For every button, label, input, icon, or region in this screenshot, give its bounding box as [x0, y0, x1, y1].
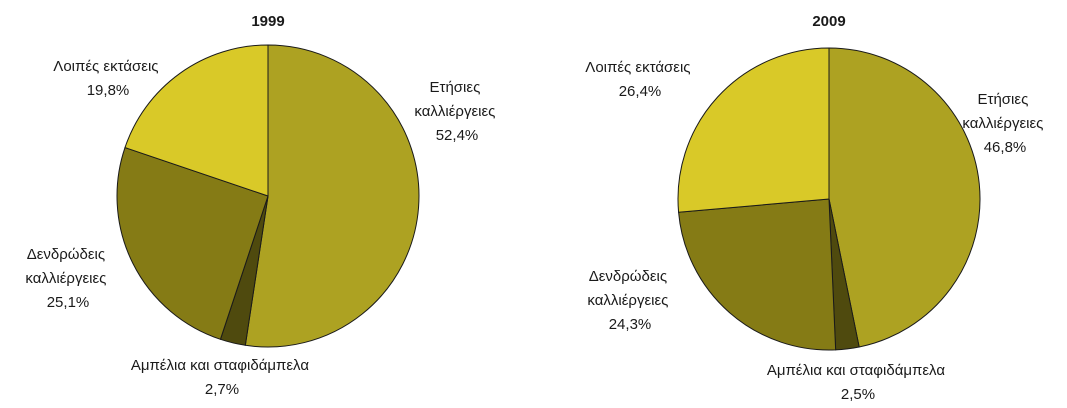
label-2009-annual-pct: 46,8% — [984, 139, 1027, 156]
label-2009-annual-line1: Ετήσιες — [978, 91, 1029, 108]
pie-1999-slice-annual — [244, 44, 420, 348]
label-1999-other-line1: Λοιπές εκτάσεις — [53, 58, 158, 75]
pie-1999-slice-orchards — [116, 146, 269, 340]
label-1999-vines: Αμπέλια και σταφιδάμπελα 2,7% — [131, 357, 313, 398]
pie-chart-2009: 2009 Ετήσιες καλλιέργειες 46,8% Αμπέλια … — [585, 13, 1047, 403]
pie-1999-slice-other — [124, 44, 269, 197]
label-2009-orchards: Δενδρώδεις καλλιέργειες 24,3% — [587, 268, 672, 333]
pie-2009-slices — [677, 47, 981, 351]
pie-chart-1999: 1999 Ετήσιες καλλιέργειες 52,4% Αμπέλια … — [25, 13, 499, 398]
label-1999-annual-line1: Ετήσιες — [430, 79, 481, 96]
label-2009-other: Λοιπές εκτάσεις 26,4% — [585, 59, 694, 100]
label-1999-orchards: Δενδρώδεις καλλιέργειες 25,1% — [25, 246, 110, 311]
label-1999-orchards-line1: Δενδρώδεις — [27, 246, 105, 263]
label-2009-vines-line1: Αμπέλια και σταφιδάμπελα — [767, 362, 946, 379]
label-2009-orchards-pct: 24,3% — [609, 316, 652, 333]
label-1999-vines-pct: 2,7% — [205, 381, 239, 398]
chart-title-2009: 2009 — [812, 13, 845, 30]
label-1999-orchards-pct: 25,1% — [47, 294, 90, 311]
chart-title-1999: 1999 — [251, 13, 284, 30]
label-2009-annual: Ετήσιες καλλιέργειες 46,8% — [962, 91, 1047, 156]
label-1999-orchards-line2: καλλιέργειες — [25, 270, 106, 287]
label-2009-vines: Αμπέλια και σταφιδάμπελα 2,5% — [767, 362, 949, 403]
label-2009-other-pct: 26,4% — [619, 83, 662, 100]
pie-2009-slice-other — [677, 47, 830, 213]
label-1999-other-pct: 19,8% — [87, 82, 130, 99]
pie-1999-slices — [116, 44, 420, 348]
label-1999-vines-line1: Αμπέλια και σταφιδάμπελα — [131, 357, 310, 374]
label-1999-annual-pct: 52,4% — [436, 127, 479, 144]
label-2009-annual-line2: καλλιέργειες — [962, 115, 1043, 132]
label-2009-vines-pct: 2,5% — [841, 386, 875, 403]
label-1999-annual-line2: καλλιέργειες — [414, 103, 495, 120]
pie-2009-slice-orchards — [678, 198, 837, 351]
label-2009-other-line1: Λοιπές εκτάσεις — [585, 59, 690, 76]
label-2009-orchards-line1: Δενδρώδεις — [589, 268, 667, 285]
label-2009-orchards-line2: καλλιέργειες — [587, 292, 668, 309]
pie-2009-slice-annual — [828, 47, 981, 348]
label-1999-annual: Ετήσιες καλλιέργειες 52,4% — [414, 79, 499, 144]
label-1999-other: Λοιπές εκτάσεις 19,8% — [53, 58, 162, 99]
